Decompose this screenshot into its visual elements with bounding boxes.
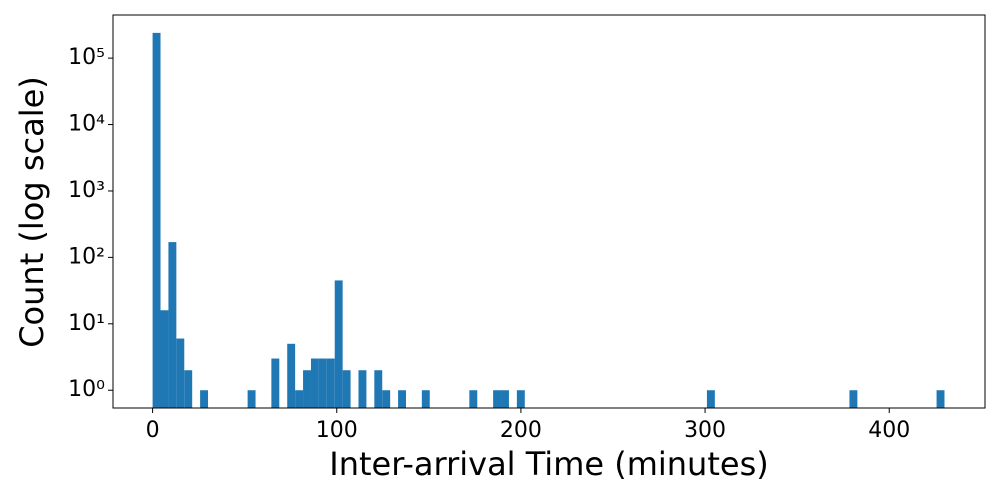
x-tick-label: 300 (684, 418, 726, 443)
bar (310, 358, 319, 408)
x-tick-label: 0 (146, 418, 160, 443)
bar (516, 390, 525, 408)
bar (168, 242, 177, 408)
bar (152, 32, 161, 409)
bar (287, 343, 296, 408)
bar (295, 390, 304, 408)
bar (374, 370, 383, 408)
y-tick-label: 10⁵ (68, 45, 105, 70)
y-axis-label: Count (log scale) (13, 76, 51, 348)
bar (160, 310, 169, 408)
y-tick-label: 10¹ (68, 311, 105, 336)
bar (421, 390, 430, 408)
bar (334, 280, 343, 408)
y-tick-label: 10³ (68, 178, 105, 203)
bar (318, 358, 327, 408)
bar (271, 358, 280, 408)
y-tick-label: 10⁰ (68, 377, 105, 402)
bar (493, 390, 502, 408)
bar (326, 358, 335, 408)
bar (501, 390, 509, 408)
bar (184, 370, 193, 408)
bar (200, 390, 209, 408)
bar (176, 338, 185, 408)
bar (936, 390, 945, 408)
bar (398, 390, 406, 408)
bar (469, 390, 478, 408)
x-axis-label: Inter-arrival Time (minutes) (329, 445, 768, 483)
y-tick-label: 10⁴ (68, 112, 105, 137)
bar (247, 390, 256, 408)
bar (358, 370, 367, 408)
bar (849, 390, 858, 408)
x-tick-label: 100 (316, 418, 358, 443)
bar (382, 390, 391, 408)
x-tick-label: 400 (868, 418, 910, 443)
y-tick-label: 10² (68, 244, 105, 269)
bar (303, 370, 311, 408)
bar (706, 390, 715, 408)
bar (342, 370, 351, 408)
plot-frame (112, 14, 986, 409)
x-tick-label: 200 (500, 418, 542, 443)
